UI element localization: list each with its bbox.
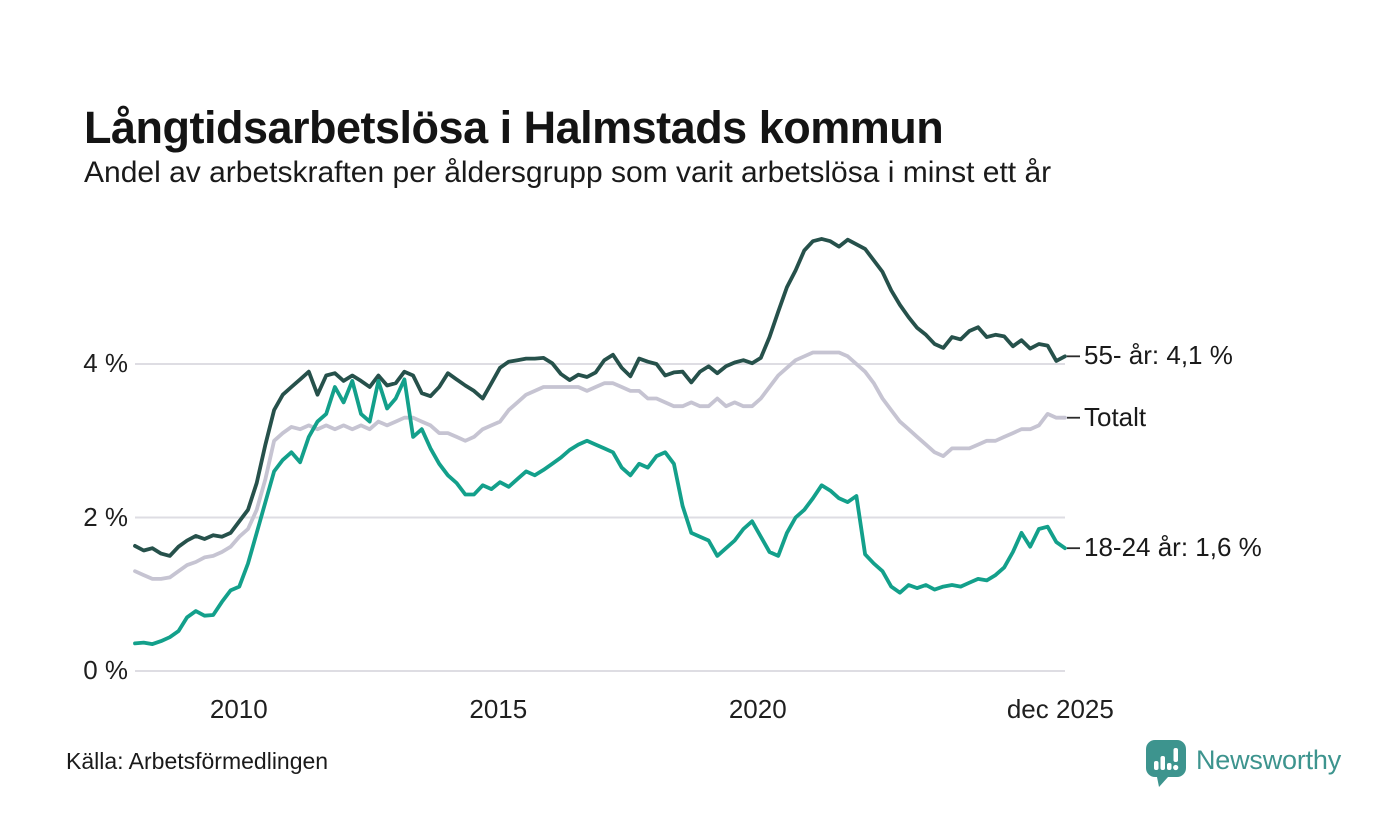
y-axis-tick-label: 0 % — [83, 654, 128, 685]
x-axis-tick-label: dec 2025 — [1006, 694, 1114, 724]
series-line-55-r — [133, 236, 1067, 558]
x-axis-tick-label: 2010 — [209, 694, 268, 724]
x-axis-tick-label: 2020 — [728, 694, 787, 724]
series-end-label-55-r: 55- år: 4,1 % — [1084, 340, 1233, 371]
series-line-18-24-r — [133, 377, 1067, 646]
x-axis-tick-label: 2015 — [469, 694, 528, 724]
page-title: Långtidsarbetslösa i Halmstads kommun — [84, 102, 944, 154]
chart-subtitle: Andel av arbetskraften per åldersgrupp s… — [84, 156, 1052, 189]
newsworthy-wordmark: Newsworthy — [1196, 745, 1342, 775]
series-line-Totalt — [133, 350, 1067, 581]
y-axis-tick-label: 2 % — [83, 501, 128, 532]
source-note: Källa: Arbetsförmedlingen — [66, 748, 329, 774]
newsworthy-logo: Newsworthy — [1146, 740, 1341, 788]
series-end-label-Totalt: Totalt — [1084, 401, 1147, 432]
series-end-label-18-24-r: 18-24 år: 1,6 % — [1084, 532, 1262, 563]
newsworthy-bubble-chart-icon — [1146, 740, 1186, 787]
y-axis-tick-label: 4 % — [83, 347, 128, 378]
